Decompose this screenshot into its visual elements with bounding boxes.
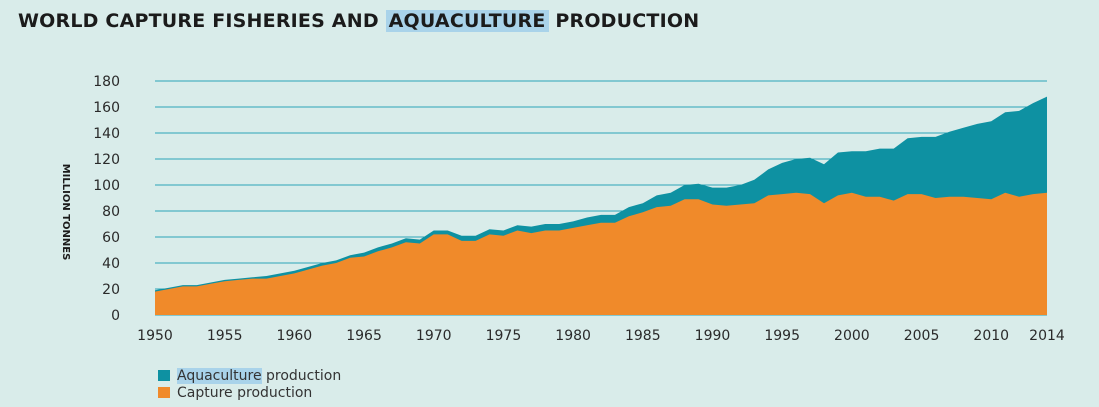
areas xyxy=(155,96,1047,315)
x-tick-label: 1995 xyxy=(764,328,800,344)
series-area-capture xyxy=(155,192,1047,315)
y-tick-label: 80 xyxy=(102,204,120,220)
aquaculture-swatch xyxy=(158,370,170,381)
y-tick-label: 140 xyxy=(93,126,120,142)
legend: Aquaculture production Capture productio… xyxy=(158,367,341,401)
x-tick-label: 1970 xyxy=(416,328,452,344)
y-tick-label: 60 xyxy=(102,230,120,246)
x-tick-label: 1985 xyxy=(625,328,661,344)
legend-label-aquaculture-rest: production xyxy=(261,367,342,384)
y-tick-label: 100 xyxy=(93,178,120,194)
legend-item-capture: Capture production xyxy=(158,384,341,401)
y-tick-label: 40 xyxy=(102,256,120,272)
y-axis-label: MILLION TONNES xyxy=(60,164,71,261)
legend-label-aquaculture: Aquaculture production xyxy=(177,367,342,384)
chart-title-part1: WORLD CAPTURE FISHERIES AND xyxy=(18,10,386,32)
x-tick-label: 1975 xyxy=(486,328,522,344)
x-tick-label: 1950 xyxy=(137,328,173,344)
x-tick-label: 2010 xyxy=(973,328,1009,344)
y-axis-ticks: 0 20 40 60 80 100 120 140 160 180 xyxy=(93,74,120,324)
chart-title-part2: PRODUCTION xyxy=(548,10,700,32)
x-axis-ticks: 1950 1955 1960 1965 1970 1975 1980 1985 1990 1995… xyxy=(137,328,1065,344)
y-tick-label: 120 xyxy=(93,152,120,168)
chart-title-highlight: AQUACULTURE xyxy=(385,10,549,32)
legend-label-aquaculture-highlight: Aquaculture xyxy=(177,367,262,384)
y-tick-label: 160 xyxy=(93,100,120,116)
y-tick-label: 20 xyxy=(102,282,120,298)
x-tick-label: 1980 xyxy=(555,328,591,344)
y-tick-label: 180 xyxy=(93,74,120,90)
capture-swatch xyxy=(158,387,170,398)
x-tick-label: 1990 xyxy=(695,328,731,344)
chart-title: WORLD CAPTURE FISHERIES AND AQUACULTURE … xyxy=(18,10,699,32)
x-tick-label: 2000 xyxy=(834,328,870,344)
legend-label-capture: Capture production xyxy=(177,384,313,401)
legend-item-aquaculture: Aquaculture production xyxy=(158,367,341,384)
x-tick-label: 1965 xyxy=(346,328,382,344)
x-tick-label: 1960 xyxy=(277,328,313,344)
x-tick-label: 1955 xyxy=(207,328,243,344)
y-tick-label: 0 xyxy=(111,308,120,324)
x-tick-label: 2005 xyxy=(904,328,940,344)
x-tick-label: 2014 xyxy=(1029,328,1065,344)
